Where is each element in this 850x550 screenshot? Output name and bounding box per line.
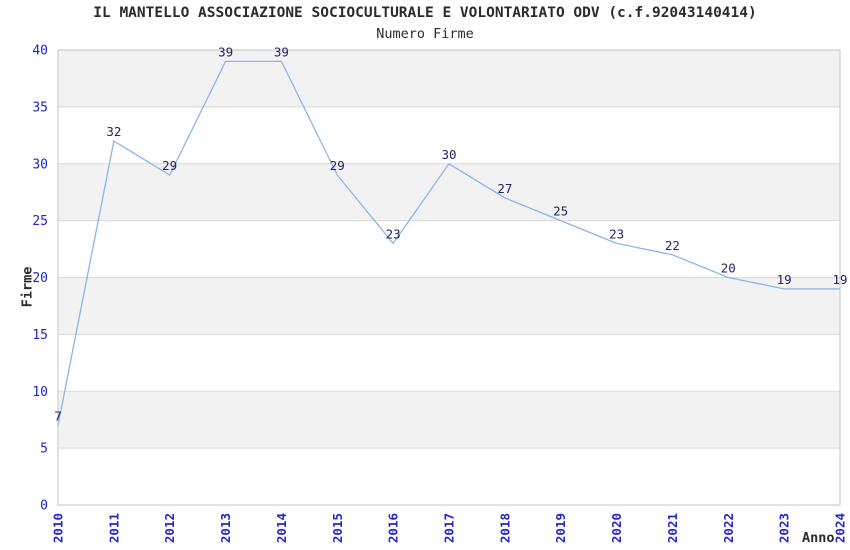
y-tick-label: 40 [32, 44, 48, 59]
data-label: 7 [54, 408, 62, 423]
y-tick-label: 10 [32, 385, 48, 400]
data-label: 23 [386, 226, 401, 241]
data-label: 32 [106, 124, 121, 139]
x-tick-label: 2012 [162, 513, 177, 543]
data-label: 29 [162, 158, 177, 173]
x-tick-label: 2021 [665, 513, 680, 543]
data-label: 19 [777, 272, 792, 287]
x-tick-label: 2019 [553, 513, 568, 543]
series-line [57, 60, 840, 426]
y-tick-label: 20 [32, 271, 48, 286]
x-tick-label: 2023 [777, 513, 792, 543]
chart-subtitle: Numero Firme [376, 26, 474, 42]
y-tick-label: 35 [32, 100, 48, 115]
grid-band [58, 391, 840, 449]
data-label: 27 [497, 181, 512, 196]
x-tick-label: 2018 [497, 513, 512, 543]
x-tick-label: 2015 [330, 513, 345, 543]
x-tick-label: 2010 [51, 513, 66, 543]
data-label: 25 [553, 204, 568, 219]
data-label: 22 [665, 238, 680, 253]
x-tick-label: 2014 [274, 513, 289, 543]
x-tick-label: 2022 [721, 513, 736, 543]
chart-title: IL MANTELLO ASSOCIAZIONE SOCIOCULTURALE … [93, 5, 757, 21]
y-tick-label: 5 [40, 442, 48, 457]
y-tick-label: 0 [40, 499, 48, 514]
x-tick-label: 2011 [106, 513, 121, 543]
data-label: 19 [832, 272, 847, 287]
grid-band [58, 163, 840, 221]
data-label: 29 [330, 158, 345, 173]
x-tick-label: 2013 [218, 513, 233, 543]
x-tick-label: 2017 [442, 513, 457, 543]
x-tick-label: 2016 [386, 513, 401, 543]
y-axis-title: Firme [20, 267, 36, 308]
grid-band [58, 448, 840, 505]
data-label: 39 [218, 44, 233, 59]
data-label: 30 [441, 147, 456, 162]
y-tick-label: 25 [32, 214, 48, 229]
y-tick-label: 15 [32, 328, 48, 343]
grid-band [58, 106, 840, 164]
x-tick-label: 2020 [609, 513, 624, 543]
plot-border [57, 49, 841, 506]
data-label: 23 [609, 226, 624, 241]
x-tick-label: 2024 [833, 513, 848, 543]
grid-band [58, 334, 840, 392]
data-label: 20 [721, 261, 736, 276]
grid-band [58, 220, 840, 278]
data-label: 39 [274, 44, 289, 59]
x-axis-title: Anno [802, 530, 835, 546]
grid-band [58, 277, 840, 335]
y-tick-label: 30 [32, 157, 48, 172]
grid-band [58, 50, 840, 107]
